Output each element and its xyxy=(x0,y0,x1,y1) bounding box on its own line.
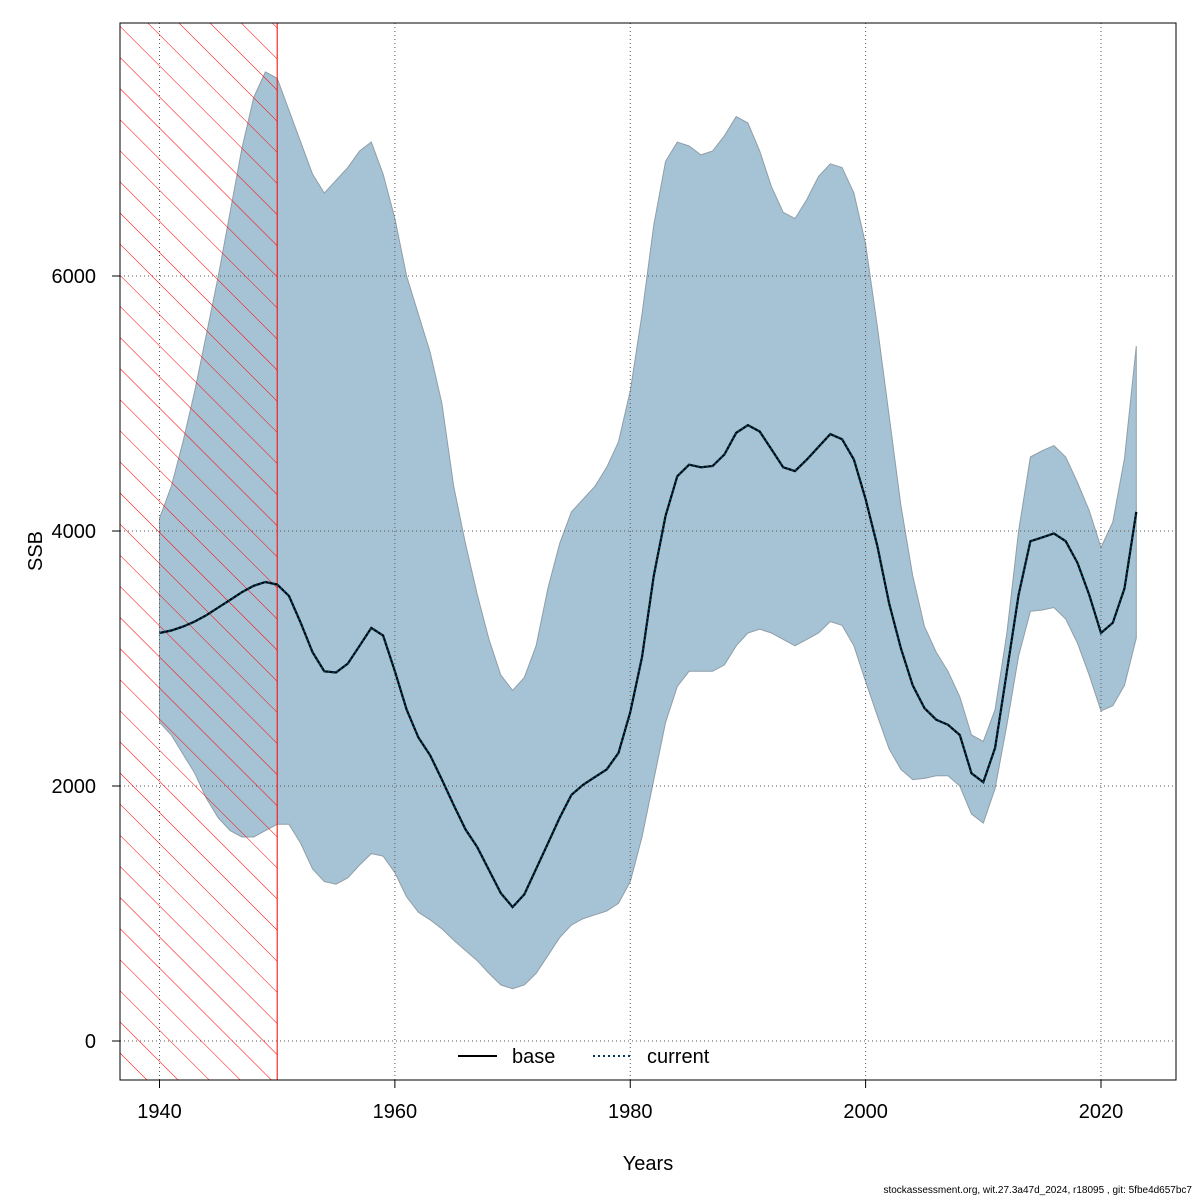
series-lines xyxy=(159,423,1138,909)
x-tick-label: 1980 xyxy=(608,1101,653,1123)
x-axis-title: Years xyxy=(623,1153,673,1175)
footer-credit: stockassessment.org, wit.27.3a47d_2024, … xyxy=(883,1185,1192,1196)
y-tick-label: 2000 xyxy=(52,776,97,798)
hatch-fill xyxy=(120,23,278,1080)
confidence-band-area xyxy=(159,71,1137,990)
legend: base current xyxy=(458,1046,710,1068)
x-tick-label: 2000 xyxy=(843,1101,888,1123)
y-tick-label: 6000 xyxy=(52,266,97,288)
legend-label-current: current xyxy=(647,1046,710,1068)
y-axis-title: SSB xyxy=(25,531,47,571)
x-tick-label: 1960 xyxy=(373,1101,418,1123)
series-line-current xyxy=(159,423,1138,909)
legend-label-base: base xyxy=(512,1046,555,1068)
y-axis: 0 2000 4000 6000 xyxy=(52,266,120,1053)
confidence-band xyxy=(159,71,1137,990)
x-tick-label: 2020 xyxy=(1079,1101,1124,1123)
x-tick-label: 1940 xyxy=(137,1101,182,1123)
y-tick-label: 4000 xyxy=(52,521,97,543)
hatched-region xyxy=(119,22,278,1081)
plot-frame xyxy=(119,22,1177,1081)
x-axis: 1940 1960 1980 2000 2020 xyxy=(137,1080,1123,1123)
gridlines xyxy=(120,23,1176,1080)
y-tick-label: 0 xyxy=(85,1031,96,1053)
